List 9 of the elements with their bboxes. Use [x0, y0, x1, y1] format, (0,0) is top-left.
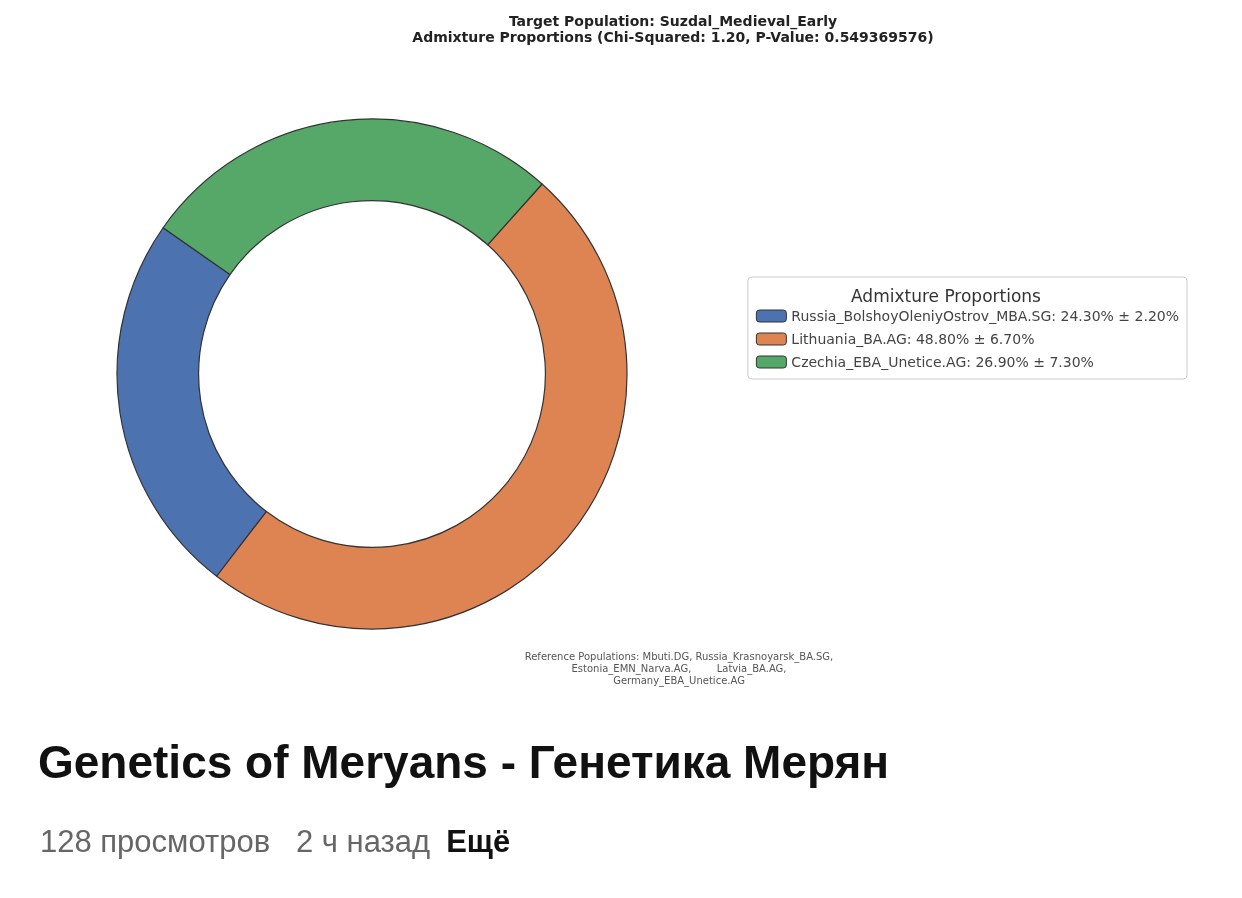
legend-label: Czechia_EBA_Unetice.AG: 26.90% ± 7.30% [791, 354, 1094, 370]
legend-label: Russia_BolshoyOleniyOstrov_MBA.SG: 24.30% ± 2.20% [791, 308, 1180, 324]
legend-title: Admixture Proportions [851, 285, 1042, 306]
text: Ещё [446, 824, 511, 859]
text: Reference Populations: Mbuti.DG, Russia_Krasnoyarsk_BA.SG, Estonia_EMN_Narva.AG, Latvia_BA.AG, Germany_EBA_Unetice.AG [524, 650, 834, 687]
chart-title: Target Population: Suzdal_Medieval_Early Admixture Proportions (Chi-Squared: 1.20, P-Value: 0.549369576) [412, 13, 934, 45]
text: Genetics of Meryans - Генетика Мерян [38, 735, 890, 789]
text: 128 просмотров 2 ч назад [40, 824, 431, 859]
legend-label: Lithuania_BA.AG: 48.80% ± 6.70% [791, 331, 1035, 347]
